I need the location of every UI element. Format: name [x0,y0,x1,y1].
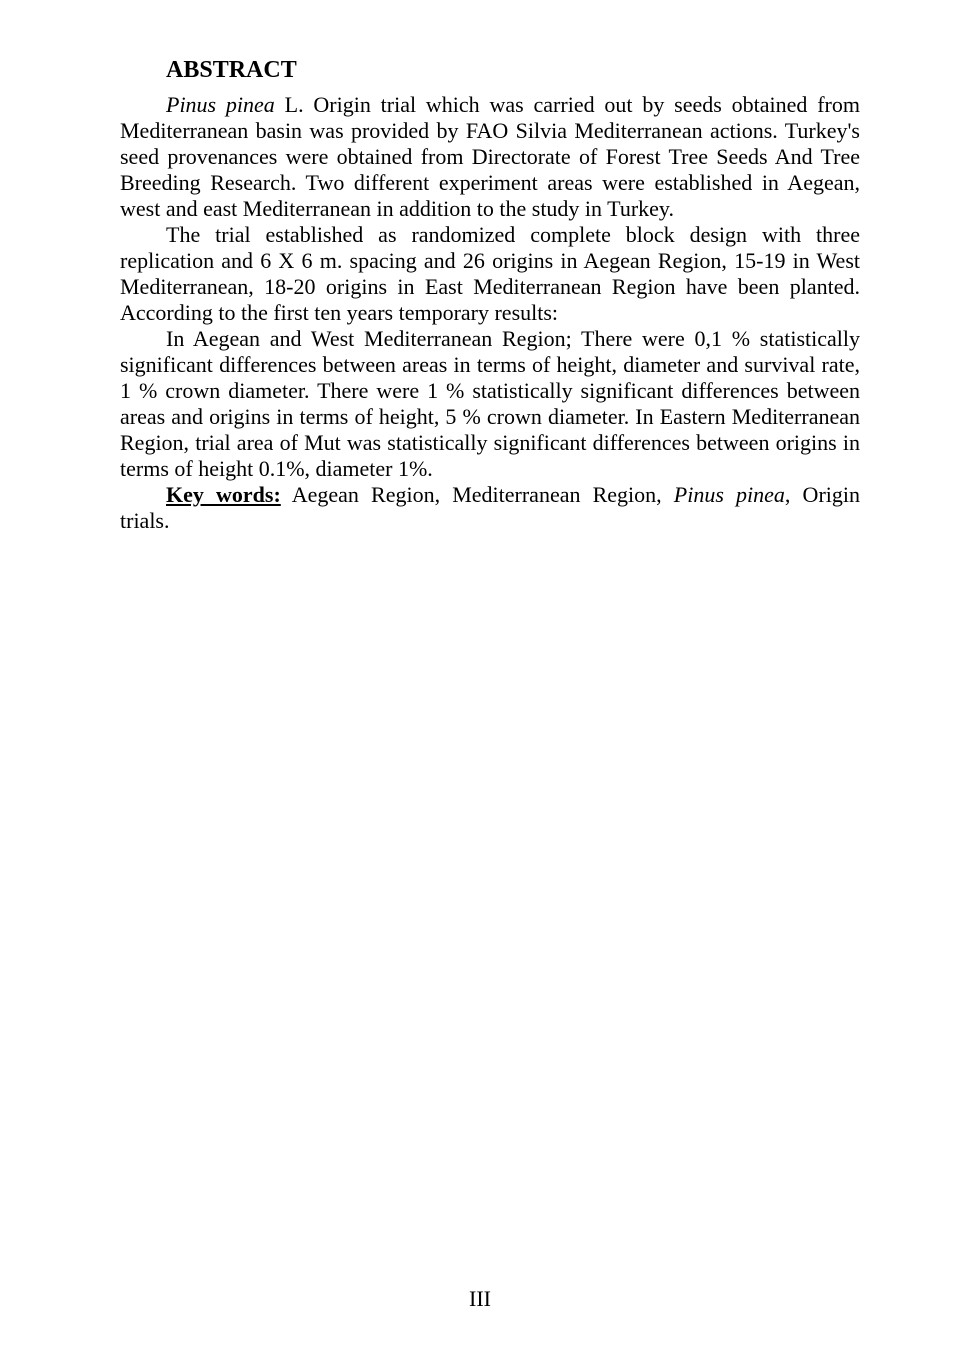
species-name: Pinus pinea [166,92,275,117]
keywords-text-pre: Aegean Region, Mediterranean Region, [281,482,674,507]
abstract-paragraph-3: In Aegean and West Mediterranean Region;… [120,326,860,482]
abstract-title: ABSTRACT [120,56,860,84]
keywords-line: Key words: Aegean Region, Mediterranean … [120,482,860,534]
keywords-label: Key words: [166,482,281,507]
abstract-paragraph-1: Pinus pinea L. Origin trial which was ca… [120,92,860,222]
page-number: III [0,1286,960,1312]
abstract-paragraph-2: The trial established as randomized comp… [120,222,860,326]
keywords-species: Pinus pinea [674,482,785,507]
